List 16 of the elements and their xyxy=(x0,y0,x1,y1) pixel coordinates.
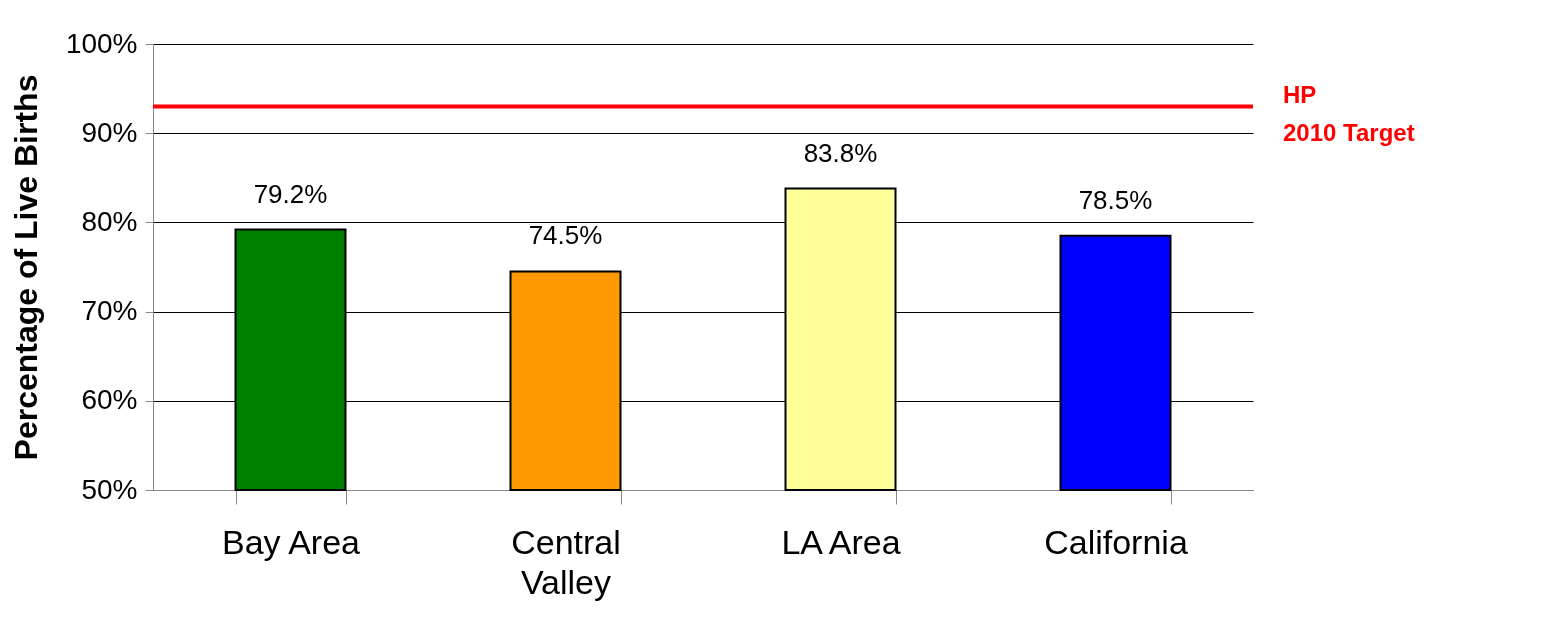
y-tick-label: 70% xyxy=(81,295,138,327)
y-tick-label: 90% xyxy=(81,116,138,148)
data-label: 79.2% xyxy=(253,178,328,209)
y-tick-label: 100% xyxy=(65,27,138,59)
data-label: 83.8% xyxy=(803,137,878,168)
y-tick-label: 80% xyxy=(81,205,138,237)
y-tick-label: 50% xyxy=(81,473,138,505)
x-tick-label: Central Valley xyxy=(511,522,621,601)
data-label: 78.5% xyxy=(1078,184,1153,215)
ref-line-label: HP 2010 Target xyxy=(1283,81,1415,147)
x-tick-label: Bay Area xyxy=(222,522,361,561)
x-tick-label: LA Area xyxy=(781,522,901,561)
data-label: 74.5% xyxy=(528,220,603,251)
x-tick-label: California xyxy=(1044,522,1188,561)
y-axis-title: Percentage of Live Births xyxy=(7,74,44,461)
y-tick-label: 60% xyxy=(81,384,138,416)
